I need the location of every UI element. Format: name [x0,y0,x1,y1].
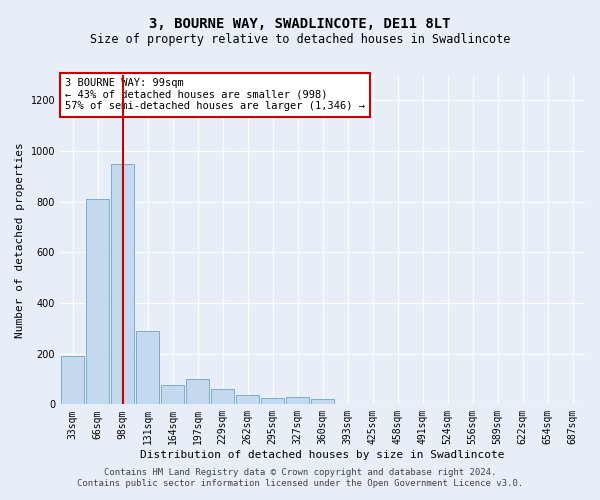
Bar [236,396,259,404]
Bar [136,331,159,404]
Text: 3, BOURNE WAY, SWADLINCOTE, DE11 8LT: 3, BOURNE WAY, SWADLINCOTE, DE11 8LT [149,18,451,32]
Bar [86,199,109,404]
Text: 3 BOURNE WAY: 99sqm
← 43% of detached houses are smaller (998)
57% of semi-detac: 3 BOURNE WAY: 99sqm ← 43% of detached ho… [65,78,365,112]
Bar [261,398,284,404]
Text: Size of property relative to detached houses in Swadlincote: Size of property relative to detached ho… [90,32,510,46]
Bar [311,400,334,404]
Bar [211,389,234,404]
Bar [111,164,134,404]
Text: Contains HM Land Registry data © Crown copyright and database right 2024.
Contai: Contains HM Land Registry data © Crown c… [77,468,523,487]
Bar [286,397,309,404]
X-axis label: Distribution of detached houses by size in Swadlincote: Distribution of detached houses by size … [140,450,505,460]
Bar [161,386,184,404]
Bar [186,379,209,404]
Bar [61,356,84,405]
Y-axis label: Number of detached properties: Number of detached properties [15,142,25,338]
